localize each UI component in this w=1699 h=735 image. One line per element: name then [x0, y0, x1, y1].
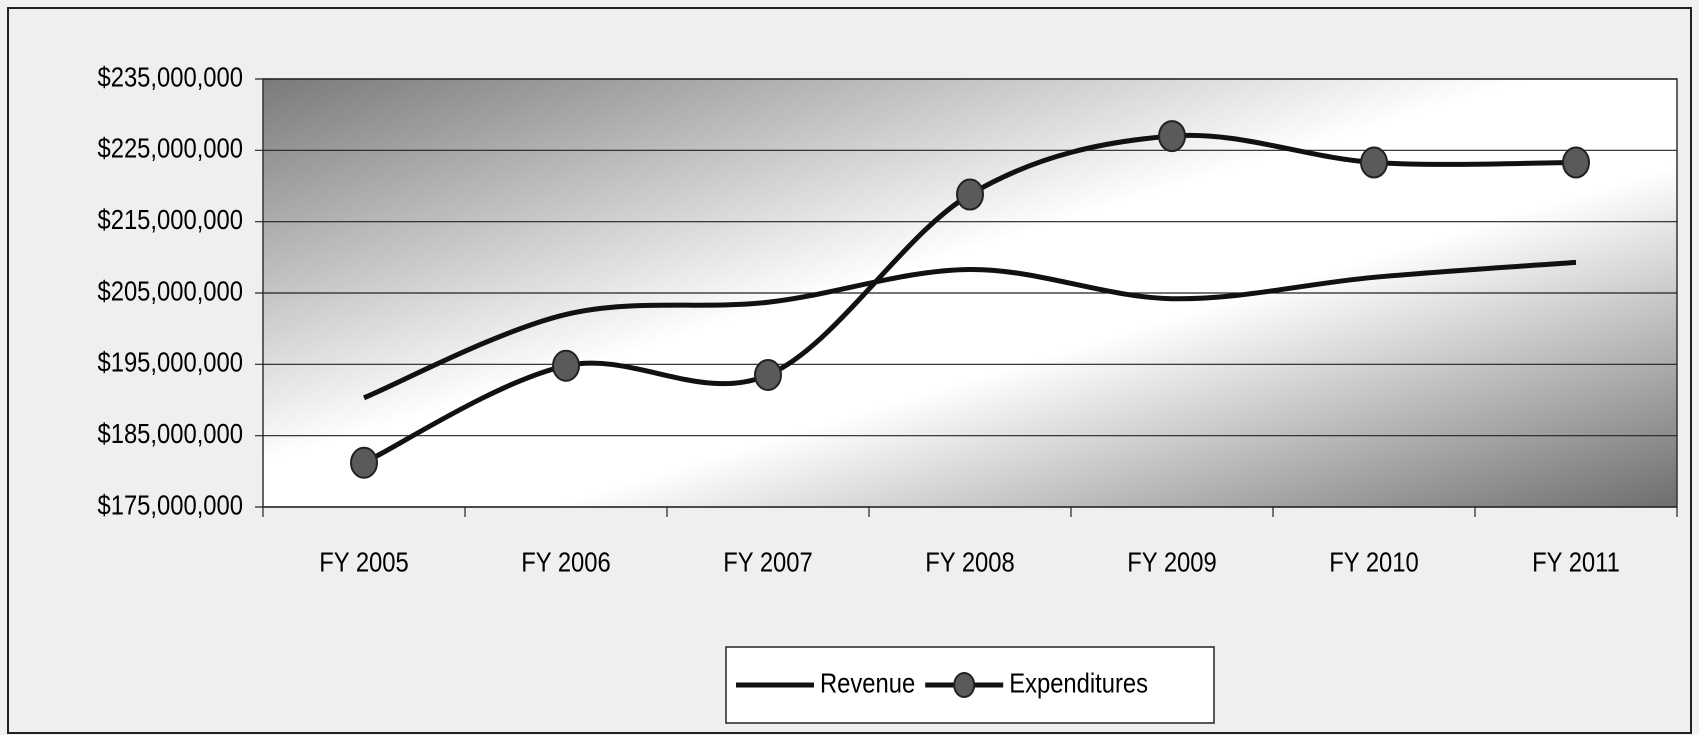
- x-tick-label: FY 2005: [319, 546, 408, 578]
- marker: [1360, 146, 1388, 179]
- legend-marker: [953, 672, 976, 698]
- y-tick-label: $195,000,000: [97, 346, 243, 378]
- x-tick-label: FY 2010: [1329, 546, 1418, 578]
- y-tick-label: $235,000,000: [97, 61, 243, 93]
- marker: [1562, 146, 1590, 179]
- x-tick-label: FY 2006: [521, 546, 610, 578]
- series-line: [363, 259, 1577, 401]
- legend-label: Revenue: [820, 667, 915, 699]
- y-tick-label: $185,000,000: [97, 417, 243, 449]
- marker: [754, 359, 782, 392]
- marker: [552, 349, 580, 382]
- marker: [1158, 120, 1186, 153]
- y-tick-label: $175,000,000: [97, 489, 243, 521]
- x-tick-label: FY 2007: [723, 546, 812, 578]
- x-tick-label: FY 2008: [925, 546, 1014, 578]
- marker: [350, 446, 378, 479]
- y-tick-label: $215,000,000: [97, 203, 243, 235]
- x-tick-label: FY 2009: [1127, 546, 1216, 578]
- legend-label: Expenditures: [1009, 667, 1148, 699]
- marker: [956, 178, 984, 211]
- y-tick-label: $205,000,000: [97, 275, 243, 307]
- y-tick-label: $225,000,000: [97, 132, 243, 164]
- x-tick-label: FY 2011: [1532, 546, 1620, 578]
